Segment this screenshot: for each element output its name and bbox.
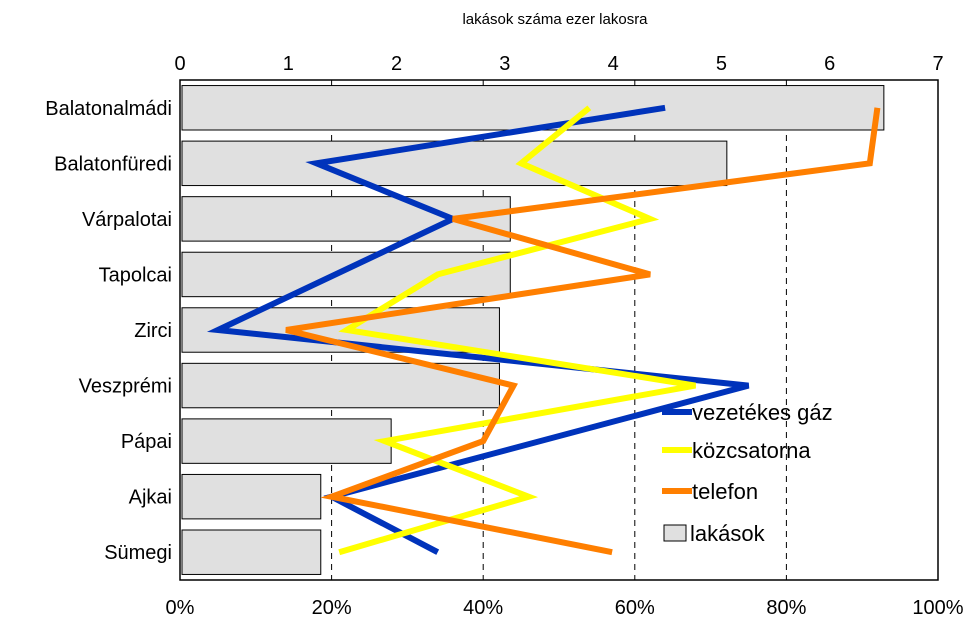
bottom-tick-label: 20% bbox=[312, 597, 352, 619]
series-line bbox=[285, 107, 881, 556]
category-label: Várpalotai bbox=[82, 209, 172, 231]
plot-frame bbox=[179, 79, 939, 581]
category-label: Sümegi bbox=[104, 542, 172, 564]
legend-label: telefon bbox=[692, 479, 758, 504]
bottom-tick-label: 0% bbox=[166, 597, 195, 619]
top-tick-label: 4 bbox=[608, 53, 619, 75]
top-axis-ticks: 0 1 2 3 4 5 6 7 bbox=[174, 53, 943, 75]
bar bbox=[181, 251, 511, 298]
top-tick-label: 0 bbox=[174, 53, 185, 75]
series-line bbox=[338, 105, 696, 556]
legend-swatch bbox=[663, 524, 687, 542]
top-tick-label: 6 bbox=[824, 53, 835, 75]
bar bbox=[181, 473, 322, 520]
top-tick-label: 3 bbox=[499, 53, 510, 75]
bottom-tick-label: 80% bbox=[766, 597, 806, 619]
legend-label: közcsatorna bbox=[692, 438, 811, 463]
category-label: Balatonfüredi bbox=[54, 153, 172, 175]
category-label: Tapolcai bbox=[99, 264, 172, 286]
top-tick-label: 7 bbox=[932, 53, 943, 75]
series-lines bbox=[206, 104, 881, 556]
category-label: Pápai bbox=[121, 431, 172, 453]
top-tick-label: 2 bbox=[391, 53, 402, 75]
legend: vezetékes gáz közcsatorna telefon lakások bbox=[662, 400, 833, 546]
bottom-axis-ticks: 0% 20% 40% 60% 80% 100% bbox=[166, 597, 964, 619]
bottom-tick-label: 40% bbox=[463, 597, 503, 619]
bottom-tick-label: 60% bbox=[615, 597, 655, 619]
legend-label: vezetékes gáz bbox=[692, 400, 833, 425]
category-label: Balatonalmádi bbox=[45, 98, 172, 120]
category-label: Veszprémi bbox=[79, 376, 172, 398]
bar bbox=[181, 418, 392, 464]
chart-title: lakások száma ezer lakosra bbox=[462, 11, 648, 28]
bar bbox=[181, 529, 322, 575]
top-tick-label: 5 bbox=[716, 53, 727, 75]
bottom-tick-label: 100% bbox=[912, 597, 963, 619]
category-label: Ajkai bbox=[129, 487, 172, 509]
top-tick-label: 1 bbox=[283, 53, 294, 75]
bar bbox=[181, 140, 728, 187]
category-label: Zirci bbox=[134, 320, 172, 342]
category-labels: Balatonalmádi Balatonfüredi Várpalotai Tapo… bbox=[45, 98, 172, 564]
bar bbox=[181, 85, 885, 131]
legend-label: lakások bbox=[690, 521, 766, 546]
